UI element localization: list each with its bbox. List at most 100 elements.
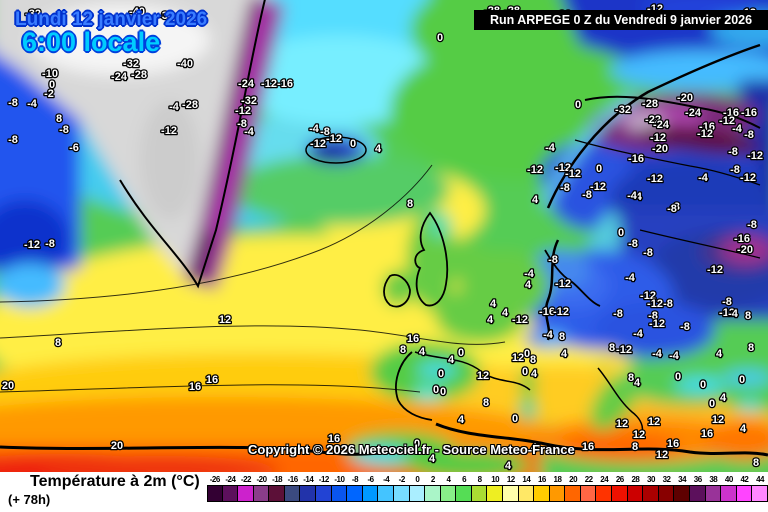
temperature-label: 8 xyxy=(56,113,62,125)
temperature-label: 12 xyxy=(656,449,668,461)
temperature-label: -12 xyxy=(647,173,663,185)
temperature-label: 8 xyxy=(400,344,406,356)
legend-swatch xyxy=(486,485,503,502)
legend-value: 0 xyxy=(415,475,420,484)
legend-swatch xyxy=(439,485,457,502)
legend-swatch xyxy=(315,485,332,502)
temperature-label: -12 xyxy=(24,239,40,251)
temperature-label: -8 xyxy=(8,134,18,146)
temperature-label: 12 xyxy=(477,370,489,382)
legend-value: 24 xyxy=(600,475,609,484)
legend-value: -20 xyxy=(256,475,267,484)
legend-swatch xyxy=(595,485,613,502)
temperature-label: 0 xyxy=(512,413,518,425)
legend-bar: Température à 2m (°C) (+ 78h) -26 -24 -22-… xyxy=(0,472,768,512)
temperature-label: 8 xyxy=(483,397,489,409)
legend-cell: 44 xyxy=(751,475,768,502)
temperature-label: -4 xyxy=(524,268,535,280)
legend-cell: 24 xyxy=(595,475,613,502)
legend-value: 14 xyxy=(522,475,531,484)
legend-value: 42 xyxy=(740,475,749,484)
legend-value: -26 xyxy=(209,475,221,484)
temperature-label: -4 xyxy=(698,172,709,184)
legend-swatch xyxy=(408,485,426,502)
temperature-label: -24 xyxy=(685,107,702,119)
temperature-label: -16 xyxy=(734,233,750,245)
legend-swatch xyxy=(392,485,410,502)
temperature-label: -8 xyxy=(237,118,247,130)
temperature-label: -12 xyxy=(527,164,543,176)
legend-cell: 8 xyxy=(470,475,488,502)
temperature-label: -12 xyxy=(650,132,666,144)
forecast-lead-time: (+ 78h) xyxy=(8,492,51,507)
legend-swatch xyxy=(501,485,519,502)
temperature-label: 16 xyxy=(582,441,594,453)
temperature-label: 8 xyxy=(530,354,536,366)
temperature-label: 4 xyxy=(531,368,538,380)
temperature-label: 8 xyxy=(753,457,759,469)
legend-value: 34 xyxy=(678,475,687,484)
legend-cell: 40 xyxy=(720,475,737,502)
temperature-label: 4 xyxy=(532,194,539,206)
temperature-label: -24 xyxy=(111,71,128,83)
temperature-label: 4 xyxy=(531,442,538,454)
legend-cell: -4 xyxy=(377,475,394,502)
temperature-label: -2 xyxy=(44,88,54,100)
forecast-time: 6:00 locale xyxy=(22,27,161,57)
temperature-label: 8 xyxy=(745,310,751,322)
legend-swatch xyxy=(330,485,348,502)
temperature-label: -20 xyxy=(737,244,753,256)
legend-value: -14 xyxy=(303,475,314,484)
legend-swatch xyxy=(283,485,301,502)
temperature-label: 16 xyxy=(407,333,419,345)
legend-swatch xyxy=(548,485,566,502)
temperature-label: 0 xyxy=(458,347,464,359)
temperature-label: -32 xyxy=(241,95,257,107)
temperature-label: 4 xyxy=(561,348,568,360)
temperature-label: -28 xyxy=(642,98,658,110)
legend-swatch xyxy=(361,485,379,502)
temperature-label: -8 xyxy=(582,189,592,201)
legend-cell: 18 xyxy=(548,475,566,502)
legend-value: -22 xyxy=(240,475,252,484)
temperature-label: -40 xyxy=(129,6,145,18)
legend-value: 38 xyxy=(709,475,718,484)
temperature-label: 4 xyxy=(375,143,382,155)
legend-value: -12 xyxy=(318,475,330,484)
legend-cell: 32 xyxy=(657,475,675,502)
temperature-label: -12 xyxy=(740,172,756,184)
temperature-label: -8 xyxy=(320,126,330,138)
legend-swatch xyxy=(564,485,581,502)
legend-cell: 4 xyxy=(439,475,457,502)
legend-cell: -14 xyxy=(299,475,317,502)
legend-cell: 14 xyxy=(517,475,535,502)
temperature-label: 16 xyxy=(667,438,679,450)
legend-swatch xyxy=(626,485,644,502)
legend-cell: -18 xyxy=(268,475,285,502)
temperature-label: 0 xyxy=(522,366,528,378)
legend-cell: -22 xyxy=(237,475,254,502)
temperature-label: -8 xyxy=(613,308,623,320)
temperature-label: -12 xyxy=(555,278,571,290)
legend-cell: -16 xyxy=(283,475,301,502)
legend-swatch xyxy=(424,485,441,502)
temperature-label: -4 xyxy=(732,123,743,135)
temperature-label: 4 xyxy=(419,346,426,358)
temperature-label: -8 xyxy=(560,182,570,194)
legend-value: -10 xyxy=(334,475,345,484)
temperature-label: -8 xyxy=(8,97,18,109)
temperature-label: -16 xyxy=(723,107,739,119)
legend-swatch xyxy=(688,485,706,502)
temperature-label: 12 xyxy=(616,418,628,430)
legend-cell: 36 xyxy=(688,475,706,502)
legend-value: -16 xyxy=(287,475,299,484)
temperature-label: 4 xyxy=(487,314,494,326)
temperature-label: -4 xyxy=(627,190,638,202)
temperature-label: -20 xyxy=(677,92,693,104)
temperature-label: 8 xyxy=(407,198,413,210)
temperature-label: -32 xyxy=(123,58,139,70)
legend-cell: 12 xyxy=(501,475,519,502)
temperature-label: -16 xyxy=(539,306,555,318)
temperature-label: -12 xyxy=(565,168,581,180)
temperature-map[interactable]: -32-40-36-28-28-36-12-12-100-2-8-48-8-8-… xyxy=(0,0,768,472)
